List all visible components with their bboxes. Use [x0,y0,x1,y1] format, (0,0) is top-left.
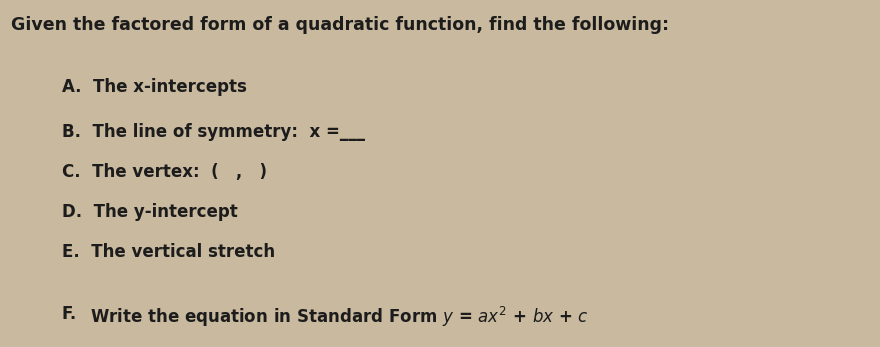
Text: D.  The y-intercept: D. The y-intercept [62,203,238,221]
Text: E.  The vertical stretch: E. The vertical stretch [62,243,275,261]
Text: Given the factored form of a quadratic function, find the following:: Given the factored form of a quadratic f… [11,16,669,34]
Text: C.  The vertex:  (   ,   ): C. The vertex: ( , ) [62,163,267,181]
Text: F.: F. [62,305,77,323]
Text: A.  The x-intercepts: A. The x-intercepts [62,78,246,96]
Text: Write the equation in Standard Form $\mathit{y}$ = $\mathit{ax}^{2}$ + $\mathit{: Write the equation in Standard Form $\ma… [90,305,589,329]
Text: B.  The line of symmetry:  x =___: B. The line of symmetry: x =___ [62,123,364,141]
